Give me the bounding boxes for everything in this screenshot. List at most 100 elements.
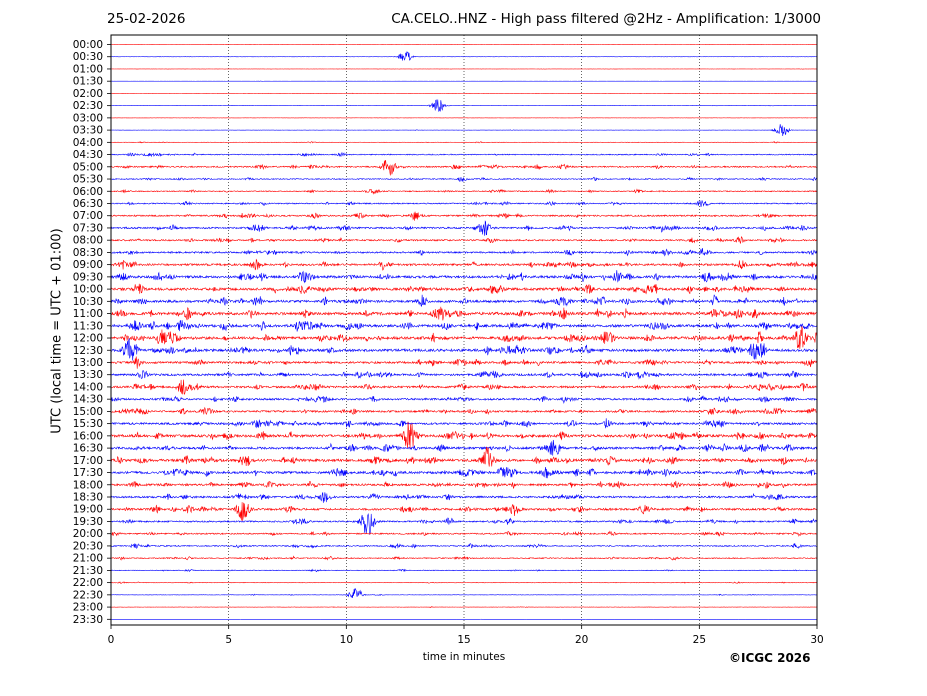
y-tick-label: 08:30 bbox=[73, 247, 103, 259]
y-tick-label: 14:00 bbox=[73, 381, 103, 393]
y-tick-label: 04:00 bbox=[73, 137, 103, 149]
trace-1830 bbox=[110, 492, 818, 503]
x-axis-label: time in minutes bbox=[423, 651, 505, 663]
y-tick-label: 16:30 bbox=[73, 443, 103, 455]
y-tick-label: 09:30 bbox=[73, 271, 103, 283]
y-tick-label: 22:00 bbox=[73, 577, 103, 589]
y-tick-label: 02:00 bbox=[73, 88, 103, 100]
y-tick-label: 09:00 bbox=[73, 259, 103, 271]
y-tick-label: 02:30 bbox=[73, 100, 103, 112]
y-tick-label: 14:30 bbox=[73, 394, 103, 406]
trace-1100 bbox=[110, 306, 817, 321]
trace-0030 bbox=[110, 51, 818, 61]
y-tick-label: 06:30 bbox=[73, 198, 103, 210]
y-tick-label: 07:30 bbox=[73, 222, 103, 234]
trace-1430 bbox=[110, 395, 818, 404]
trace-1230 bbox=[110, 338, 818, 361]
trace-0800 bbox=[110, 236, 818, 244]
x-tick-label: 30 bbox=[810, 634, 823, 646]
trace-2230 bbox=[110, 588, 818, 598]
trace-1000 bbox=[110, 283, 818, 295]
y-tick-label: 00:30 bbox=[73, 51, 103, 63]
y-tick-label: 03:30 bbox=[73, 125, 103, 137]
y-tick-label: 19:30 bbox=[73, 516, 103, 528]
trace-1030 bbox=[110, 294, 818, 307]
trace-2030 bbox=[110, 543, 818, 550]
y-tick-label: 05:30 bbox=[73, 174, 103, 186]
y-tick-label: 22:30 bbox=[73, 589, 103, 601]
trace-1200 bbox=[110, 326, 818, 349]
y-tick-label: 07:00 bbox=[73, 210, 103, 222]
y-tick-label: 13:30 bbox=[73, 369, 103, 381]
y-tick-label: 11:00 bbox=[73, 308, 103, 320]
x-tick-label: 10 bbox=[340, 634, 353, 646]
x-tick-label: 20 bbox=[575, 634, 588, 646]
trace-0400 bbox=[110, 140, 818, 144]
trace-1500 bbox=[110, 406, 818, 416]
trace-2300 bbox=[110, 606, 818, 609]
trace-2100 bbox=[110, 555, 818, 561]
trace-0500 bbox=[110, 159, 818, 176]
y-tick-label: 20:00 bbox=[73, 528, 103, 540]
trace-0530 bbox=[110, 176, 818, 182]
y-tick-label: 03:00 bbox=[73, 112, 103, 124]
trace-1800 bbox=[110, 480, 818, 490]
y-tick-label: 01:00 bbox=[73, 63, 103, 75]
x-tick-label: 15 bbox=[457, 634, 470, 646]
y-tick-label: 04:30 bbox=[73, 149, 103, 161]
y-tick-label: 23:30 bbox=[73, 614, 103, 626]
copyright-notice: ©ICGC 2026 bbox=[729, 651, 811, 665]
y-tick-label: 11:30 bbox=[73, 320, 103, 332]
record-date: 25-02-2026 bbox=[107, 11, 186, 27]
trace-0700 bbox=[110, 211, 818, 221]
trace-1130 bbox=[111, 320, 818, 332]
y-tick-label: 21:30 bbox=[73, 565, 103, 577]
x-tick-label: 5 bbox=[225, 634, 232, 646]
trace-1700 bbox=[110, 446, 818, 467]
y-tick-label: 06:00 bbox=[73, 186, 103, 198]
trace-2200 bbox=[110, 581, 818, 584]
trace-0730 bbox=[110, 220, 818, 236]
y-tick-label: 15:30 bbox=[73, 418, 103, 430]
x-tick-label: 25 bbox=[693, 634, 706, 646]
trace-1400 bbox=[110, 379, 818, 395]
trace-0330 bbox=[111, 124, 818, 136]
y-tick-label: 16:00 bbox=[73, 430, 103, 442]
trace-1900 bbox=[110, 502, 818, 521]
y-tick-label: 17:00 bbox=[73, 455, 103, 467]
trace-1730 bbox=[110, 466, 818, 479]
trace-0230 bbox=[110, 99, 818, 113]
y-tick-label: 17:30 bbox=[73, 467, 103, 479]
y-tick-label: 18:30 bbox=[73, 492, 103, 504]
y-tick-label: 01:30 bbox=[73, 76, 103, 88]
y-tick-label: 21:00 bbox=[73, 553, 103, 565]
x-tick-label: 0 bbox=[108, 634, 115, 646]
y-tick-label: 00:00 bbox=[73, 39, 103, 51]
y-tick-label: 08:00 bbox=[73, 235, 103, 247]
trace-0630 bbox=[110, 200, 818, 207]
trace-0600 bbox=[110, 188, 818, 195]
y-tick-label: 23:00 bbox=[73, 602, 103, 614]
y-tick-label: 05:00 bbox=[73, 161, 103, 173]
trace-0930 bbox=[110, 270, 818, 284]
y-tick-label: 20:30 bbox=[73, 540, 103, 552]
trace-2000 bbox=[110, 530, 818, 537]
trace-1930 bbox=[110, 513, 818, 535]
y-tick-label: 10:30 bbox=[73, 296, 103, 308]
trace-1630 bbox=[110, 439, 818, 456]
y-tick-label: 18:00 bbox=[73, 479, 103, 491]
y-tick-label: 10:00 bbox=[73, 284, 103, 296]
trace-1330 bbox=[110, 370, 818, 380]
trace-0900 bbox=[110, 258, 818, 271]
trace-2130 bbox=[110, 568, 818, 573]
chart-title: CA.CELO..HNZ - High pass filtered @2Hz -… bbox=[391, 11, 821, 27]
y-tick-label: 13:00 bbox=[73, 357, 103, 369]
y-tick-label: 19:00 bbox=[73, 504, 103, 516]
trace-1300 bbox=[110, 356, 818, 369]
y-tick-label: 12:00 bbox=[73, 333, 103, 345]
trace-1530 bbox=[110, 418, 818, 429]
y-tick-label: 12:30 bbox=[73, 345, 103, 357]
y-tick-label: 15:00 bbox=[73, 406, 103, 418]
trace-0200 bbox=[110, 92, 818, 95]
